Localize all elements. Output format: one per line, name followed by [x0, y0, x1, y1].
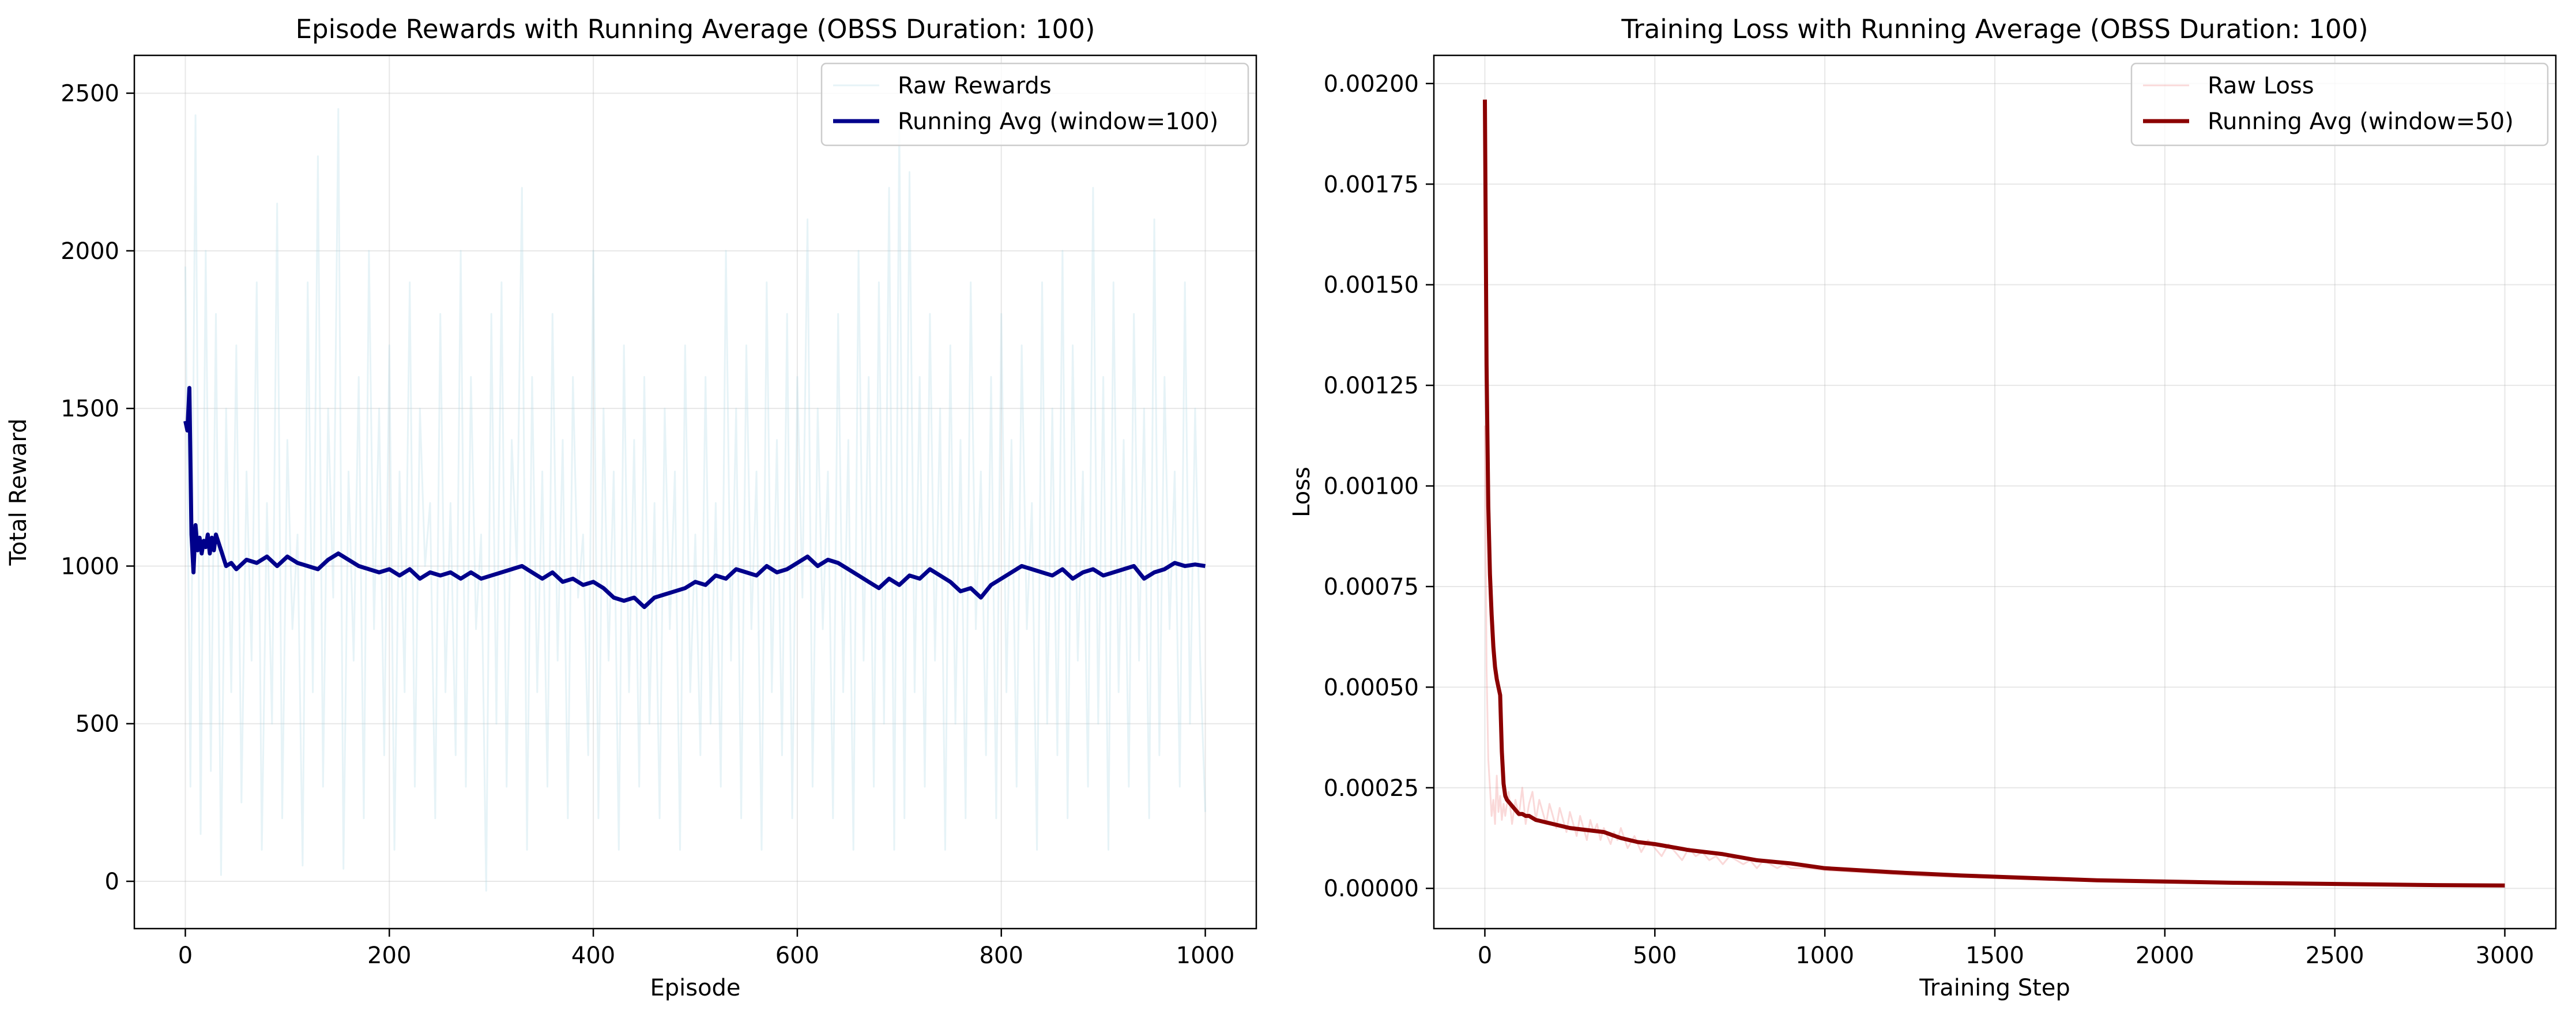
legend-box	[820, 62, 1249, 146]
y-axis-label: Loss	[1289, 467, 1315, 517]
legend: Raw Rewards Running Avg (window=100)	[820, 62, 1249, 146]
y-tick-label: 0.00100	[1324, 474, 1419, 500]
y-tick-label: 2000	[61, 238, 119, 265]
legend-label: Running Avg (window=50)	[2208, 108, 2514, 135]
y-tick-label: 0	[105, 869, 119, 895]
axes-frame	[133, 54, 1257, 930]
legend-label: Running Avg (window=100)	[898, 108, 1218, 135]
x-tick-label: 1000	[1176, 942, 1235, 969]
running-average-line	[1483, 99, 2505, 888]
x-tick-label: 200	[367, 942, 411, 969]
legend-label: Raw Loss	[2208, 73, 2314, 99]
x-axis-label: Training Step	[1919, 975, 2070, 1001]
x-tick-label: 2000	[2136, 942, 2194, 969]
loss-chart: 0 500 1000 1500 2000 2500 3000 0.00000 0.00025 0.…	[1289, 14, 2557, 1001]
x-tick-label: 3000	[2476, 942, 2534, 969]
x-tick-label: 400	[571, 942, 615, 969]
x-tick-label: 500	[1633, 942, 1677, 969]
x-tick-label: 0	[178, 942, 193, 969]
chart-title: Training Loss with Running Average (OBSS…	[1621, 14, 2368, 44]
y-tick-label: 0.00150	[1324, 272, 1419, 299]
legend: Raw Loss Running Avg (window=50)	[2130, 62, 2549, 146]
x-tick-label: 800	[980, 942, 1023, 969]
x-tick-label: 2500	[2306, 942, 2364, 969]
running-average-line	[183, 386, 1206, 609]
raw-series-line	[184, 108, 1206, 892]
y-tick-label: 0.00000	[1324, 876, 1419, 902]
y-tick-label: 2500	[61, 81, 119, 107]
y-tick-label: 0.00050	[1324, 674, 1419, 701]
y-axis-label: Total Reward	[5, 418, 32, 566]
x-tick-label: 0	[1478, 942, 1492, 969]
legend-label: Raw Rewards	[898, 73, 1052, 99]
chart-title: Episode Rewards with Running Average (OB…	[296, 14, 1095, 44]
rewards-chart: 0 200 400 600 800 1000 0 500 1000 1500 2000 2500 Epi…	[5, 14, 1257, 1001]
legend-box	[2130, 62, 2549, 146]
y-tick-label: 1500	[61, 396, 119, 422]
y-tick-label: 0.00075	[1324, 574, 1419, 600]
y-tick-label: 500	[76, 711, 119, 738]
y-tick-label: 1000	[61, 553, 119, 580]
y-tick-label: 0.00175	[1324, 171, 1419, 198]
y-tick-label: 0.00200	[1324, 71, 1419, 97]
x-axis-label: Episode	[650, 975, 740, 1001]
y-tick-label: 0.00125	[1324, 373, 1419, 399]
raw-series-line	[1484, 425, 2505, 886]
y-tick-label: 0.00025	[1324, 775, 1419, 802]
x-tick-label: 1000	[1795, 942, 1854, 969]
x-tick-label: 600	[775, 942, 819, 969]
x-tick-label: 1500	[1965, 942, 2024, 969]
